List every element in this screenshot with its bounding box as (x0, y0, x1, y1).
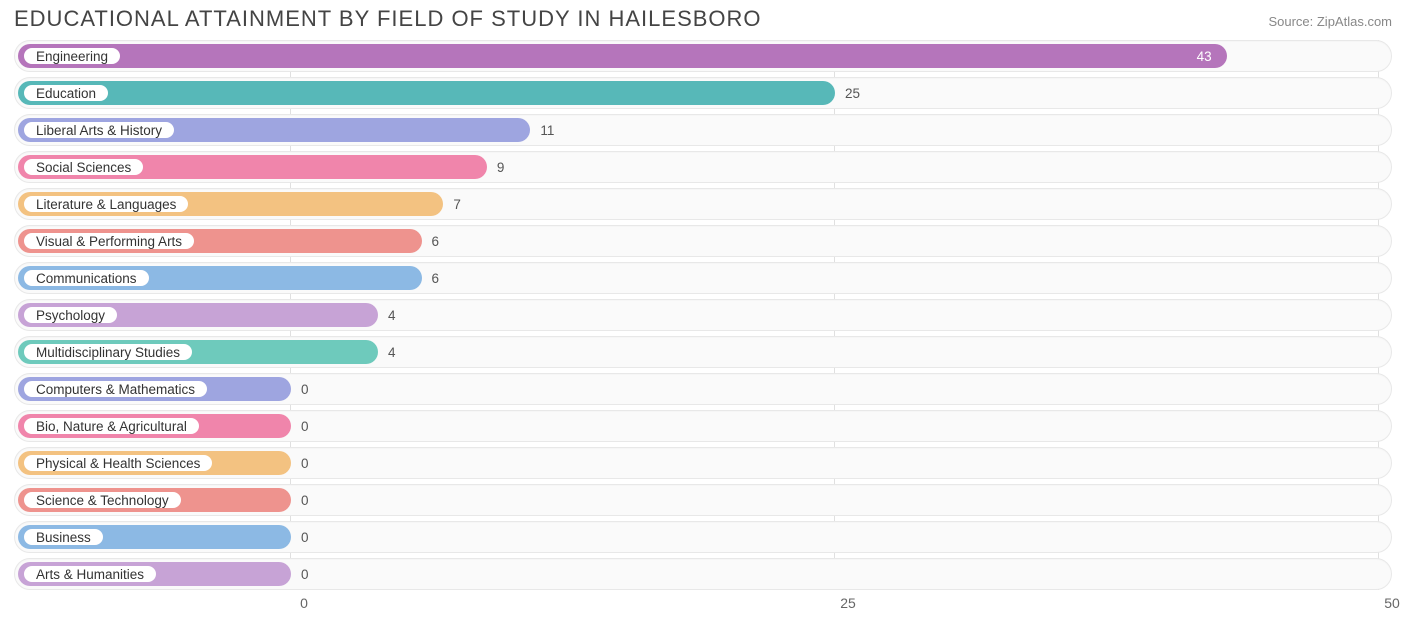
axis-tick: 25 (840, 595, 856, 611)
bar-row: Arts & Humanities 0 (14, 558, 1392, 590)
bar-row: Physical & Health Sciences 0 (14, 447, 1392, 479)
bar-row: Liberal Arts & History 11 (14, 114, 1392, 146)
bar-row: Social Sciences 9 (14, 151, 1392, 183)
bar (18, 44, 1227, 68)
bar-row: Engineering 43 (14, 40, 1392, 72)
bar-row: Psychology 4 (14, 299, 1392, 331)
value-label: 43 (1197, 41, 1212, 71)
chart-area: Engineering 43 Education 25 Liberal Arts & H… (0, 36, 1406, 623)
value-label: 0 (301, 522, 309, 552)
bar-row: Multidisciplinary Studies 4 (14, 336, 1392, 368)
bar-row: Business 0 (14, 521, 1392, 553)
category-pill: Physical & Health Sciences (22, 453, 214, 473)
axis-tick: 50 (1384, 595, 1400, 611)
category-pill: Education (22, 83, 110, 103)
category-pill: Visual & Performing Arts (22, 231, 196, 251)
value-label: 6 (432, 263, 440, 293)
header: EDUCATIONAL ATTAINMENT BY FIELD OF STUDY… (0, 0, 1406, 36)
chart-title: EDUCATIONAL ATTAINMENT BY FIELD OF STUDY… (14, 6, 762, 32)
source-label: Source: ZipAtlas.com (1268, 14, 1392, 29)
rows-wrap: Engineering 43 Education 25 Liberal Arts & H… (14, 40, 1392, 590)
bar-row: Visual & Performing Arts 6 (14, 225, 1392, 257)
bar-row: Literature & Languages 7 (14, 188, 1392, 220)
value-label: 7 (453, 189, 461, 219)
category-pill: Liberal Arts & History (22, 120, 176, 140)
category-pill: Multidisciplinary Studies (22, 342, 194, 362)
value-label: 4 (388, 337, 396, 367)
value-label: 0 (301, 448, 309, 478)
bar-row: Education 25 (14, 77, 1392, 109)
value-label: 6 (432, 226, 440, 256)
value-label: 0 (301, 485, 309, 515)
category-pill: Arts & Humanities (22, 564, 158, 584)
bar-row: Bio, Nature & Agricultural 0 (14, 410, 1392, 442)
category-pill: Literature & Languages (22, 194, 190, 214)
value-label: 0 (301, 559, 309, 589)
value-label: 4 (388, 300, 396, 330)
value-label: 25 (845, 78, 860, 108)
axis-tick: 0 (300, 595, 308, 611)
category-pill: Science & Technology (22, 490, 183, 510)
category-pill: Bio, Nature & Agricultural (22, 416, 201, 436)
bar-row: Communications 6 (14, 262, 1392, 294)
category-pill: Psychology (22, 305, 119, 325)
bar-row: Computers & Mathematics 0 (14, 373, 1392, 405)
category-pill: Communications (22, 268, 151, 288)
value-label: 11 (540, 115, 554, 145)
x-axis: 02550 (28, 595, 1378, 623)
category-pill: Social Sciences (22, 157, 145, 177)
value-label: 0 (301, 374, 309, 404)
category-pill: Business (22, 527, 105, 547)
value-label: 0 (301, 411, 309, 441)
value-label: 9 (497, 152, 505, 182)
bar-row: Science & Technology 0 (14, 484, 1392, 516)
category-pill: Computers & Mathematics (22, 379, 209, 399)
category-pill: Engineering (22, 46, 122, 66)
bar (18, 81, 835, 105)
